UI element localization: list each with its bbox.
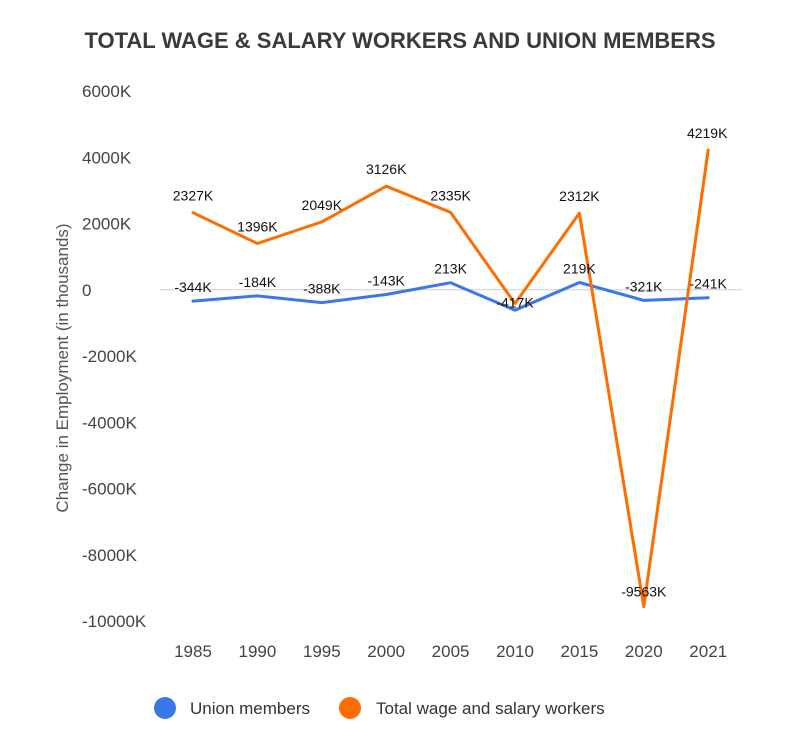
data-labels: -344K -184K -388K -143K 213K 219K -321K -241K 23…: [173, 125, 728, 600]
series-line-total-wage-salary-workers: [191, 148, 710, 609]
data-label: 2049K: [302, 197, 343, 213]
y-tick-label: 6000K: [82, 82, 132, 101]
x-tick-label: 2005: [432, 642, 470, 661]
data-label: -143K: [368, 272, 406, 288]
y-tick-label: -4000K: [82, 413, 137, 432]
legend: Union members Total wage and salary worke…: [154, 697, 605, 719]
y-tick-label: 4000K: [82, 148, 132, 167]
data-label: 4219K: [687, 125, 728, 141]
x-tick-label: 2015: [560, 642, 598, 661]
data-label: 213K: [434, 261, 467, 277]
series-line-union-members: [191, 280, 710, 312]
data-label: 219K: [563, 260, 596, 276]
data-label: -388K: [303, 281, 341, 297]
x-tick-label: 2020: [625, 642, 663, 661]
x-tick-label: 2000: [367, 642, 405, 661]
data-label: -344K: [174, 279, 212, 295]
y-tick-label: 2000K: [82, 215, 132, 234]
legend-marker-total-wage-salary-workers: [339, 697, 361, 719]
data-label: 2327K: [173, 188, 214, 204]
legend-label: Total wage and salary workers: [376, 699, 605, 718]
y-tick-label: -8000K: [82, 546, 137, 565]
y-axis-label: Change in Employment (in thousands): [53, 223, 72, 512]
series-lines: [191, 148, 710, 609]
legend-marker-union-members: [154, 697, 176, 719]
x-tick-label: 2021: [689, 642, 727, 661]
data-label: -241K: [690, 276, 728, 292]
y-tick-label: 0: [82, 281, 91, 300]
data-label: -321K: [625, 278, 663, 294]
y-tick-label: -2000K: [82, 347, 137, 366]
x-tick-label: 1985: [174, 642, 212, 661]
legend-label: Union members: [190, 699, 310, 718]
data-label: -9563K: [621, 584, 667, 600]
x-tick-label: 2010: [496, 642, 534, 661]
y-axis-ticks: 6000K 4000K 2000K 0 -2000K -4000K -6000K -8000K…: [82, 82, 147, 631]
data-label: 2312K: [559, 188, 600, 204]
data-label: 1396K: [237, 219, 278, 235]
data-label: 2335K: [430, 187, 471, 203]
y-tick-label: -10000K: [82, 612, 147, 631]
x-tick-label: 1995: [303, 642, 341, 661]
x-axis-ticks: 1985 1990 1995 2000 2005 2010 2015 2020 2021: [174, 642, 727, 661]
data-label: -417K: [496, 295, 534, 311]
x-tick-label: 1990: [238, 642, 276, 661]
data-label: 3126K: [366, 161, 407, 177]
data-label: -184K: [239, 274, 277, 290]
y-tick-label: -6000K: [82, 480, 137, 499]
chart-title: TOTAL WAGE & SALARY WORKERS AND UNION ME…: [84, 28, 715, 53]
